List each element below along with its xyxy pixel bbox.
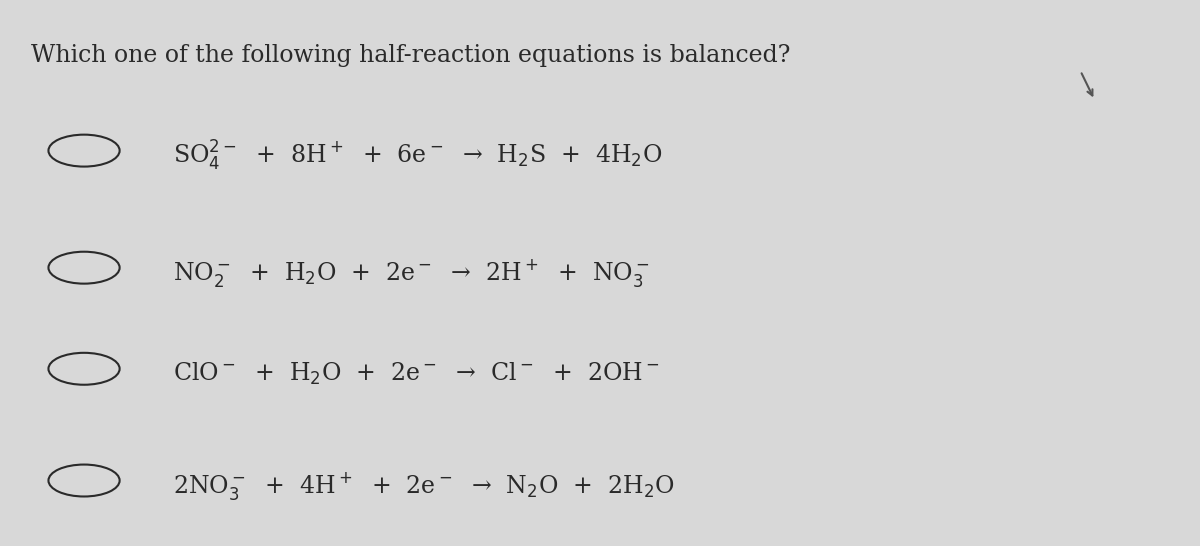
Text: SO$_4^{2-}$  +  8H$^+$  +  6e$^-$  →  H$_2$S  +  4H$_2$O: SO$_4^{2-}$ + 8H$^+$ + 6e$^-$ → H$_2$S +… bbox=[173, 139, 662, 173]
Text: Which one of the following half-reaction equations is balanced?: Which one of the following half-reaction… bbox=[31, 44, 790, 67]
Text: ClO$^-$  +  H$_2$O  +  2e$^-$  →  Cl$^-$  +  2OH$^-$: ClO$^-$ + H$_2$O + 2e$^-$ → Cl$^-$ + 2OH… bbox=[173, 361, 660, 387]
Text: 2NO$_3^-$  +  4H$^+$  +  2e$^-$  →  N$_2$O  +  2H$_2$O: 2NO$_3^-$ + 4H$^+$ + 2e$^-$ → N$_2$O + 2… bbox=[173, 470, 674, 502]
Text: NO$_2^-$  +  H$_2$O  +  2e$^-$  →  2H$^+$  +  NO$_3^-$: NO$_2^-$ + H$_2$O + 2e$^-$ → 2H$^+$ + NO… bbox=[173, 257, 649, 289]
